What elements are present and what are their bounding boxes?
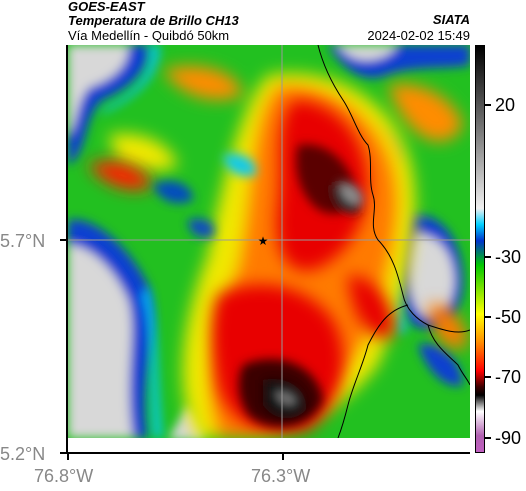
colorbar-tick-mark [485, 436, 491, 439]
colorbar-tick-mark [485, 104, 491, 107]
y-tick-mark [60, 239, 66, 241]
datetime-label: 2024-02-02 15:49 [367, 28, 470, 43]
y-tick-label: 5.2°N [0, 444, 46, 464]
brand-label: SIATA [432, 12, 470, 27]
y-tick-mark [60, 452, 66, 454]
colorbar-tick-mark [485, 316, 491, 318]
center-star-icon: ★ [258, 234, 269, 248]
colorbar-tick-label: -30 [495, 246, 522, 267]
satellite-map: ★ [68, 45, 470, 438]
colorbar-tick-mark [485, 376, 491, 379]
x-tick-mark [67, 454, 69, 460]
colorbar-tick-mark [485, 255, 491, 258]
satellite-title: GOES-EAST [68, 0, 145, 14]
colorbar-tick-label: -50 [495, 307, 522, 327]
y-tick-label: 5.7°N [0, 231, 46, 251]
x-tick-label: 76.3°W [251, 466, 311, 486]
colorbar-tick-label: 20 [495, 95, 516, 116]
product-title: Temperatura de Brillo CH13 [68, 13, 239, 28]
colorbar-tick-label: -90 [495, 427, 522, 448]
x-tick-label: 76.8°W [34, 466, 94, 486]
border-line-2 [337, 304, 409, 438]
colorbar-tick-label: -70 [495, 367, 522, 388]
border-line [317, 45, 470, 333]
location-label: Vía Medellín - Quibdó 50km [68, 28, 230, 43]
x-tick-mark [282, 454, 284, 460]
clear-sky-regions [68, 45, 470, 438]
temperature-colorbar [475, 45, 485, 453]
map-frame [66, 45, 470, 454]
